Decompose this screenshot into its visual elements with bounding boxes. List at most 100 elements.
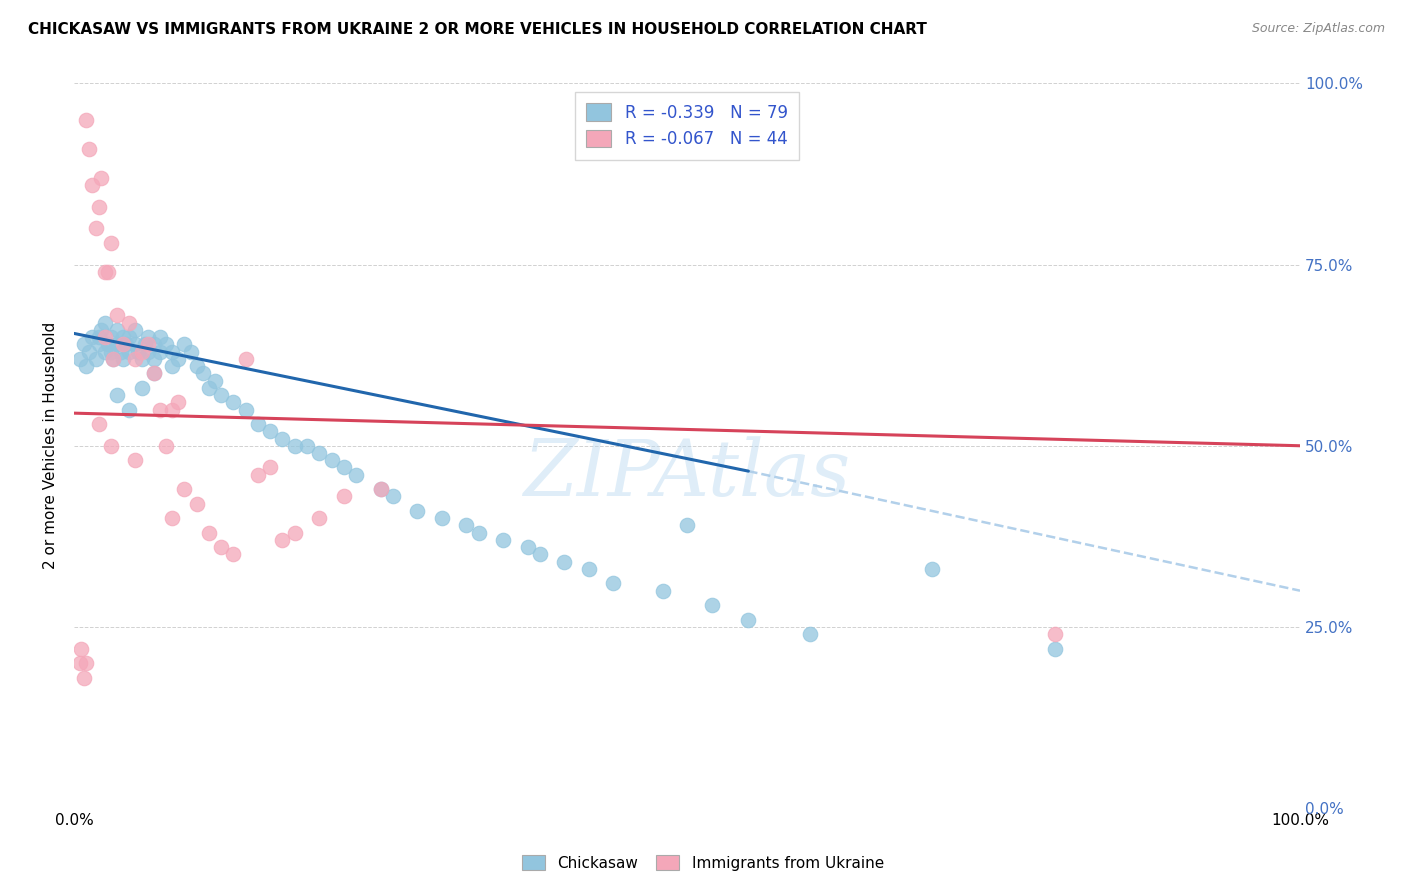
Point bbox=[118, 330, 141, 344]
Point bbox=[160, 402, 183, 417]
Point bbox=[100, 344, 122, 359]
Point bbox=[97, 265, 120, 279]
Point bbox=[370, 482, 392, 496]
Point bbox=[516, 540, 538, 554]
Point bbox=[370, 482, 392, 496]
Point bbox=[430, 511, 453, 525]
Point bbox=[246, 467, 269, 482]
Point bbox=[381, 490, 404, 504]
Point bbox=[142, 337, 165, 351]
Point bbox=[271, 432, 294, 446]
Text: CHICKASAW VS IMMIGRANTS FROM UKRAINE 2 OR MORE VEHICLES IN HOUSEHOLD CORRELATION: CHICKASAW VS IMMIGRANTS FROM UKRAINE 2 O… bbox=[28, 22, 927, 37]
Point bbox=[100, 330, 122, 344]
Point bbox=[198, 525, 221, 540]
Y-axis label: 2 or more Vehicles in Household: 2 or more Vehicles in Household bbox=[44, 322, 58, 569]
Point bbox=[134, 337, 156, 351]
Point bbox=[198, 381, 221, 395]
Point bbox=[235, 402, 257, 417]
Point bbox=[308, 446, 330, 460]
Point bbox=[87, 417, 110, 431]
Point bbox=[173, 482, 195, 496]
Point bbox=[105, 388, 128, 402]
Legend: R = -0.339   N = 79, R = -0.067   N = 44: R = -0.339 N = 79, R = -0.067 N = 44 bbox=[575, 92, 800, 160]
Point bbox=[100, 235, 122, 250]
Point bbox=[284, 525, 307, 540]
Point bbox=[222, 548, 245, 562]
Point bbox=[93, 344, 115, 359]
Point bbox=[1043, 641, 1066, 656]
Point bbox=[160, 511, 183, 525]
Point bbox=[127, 344, 149, 359]
Point bbox=[136, 337, 159, 351]
Point bbox=[235, 351, 257, 366]
Point bbox=[602, 576, 624, 591]
Point bbox=[246, 417, 269, 431]
Point bbox=[700, 598, 723, 612]
Point bbox=[553, 555, 575, 569]
Point bbox=[112, 351, 135, 366]
Point bbox=[131, 344, 153, 359]
Point bbox=[173, 337, 195, 351]
Point bbox=[155, 337, 177, 351]
Point bbox=[676, 518, 699, 533]
Text: ZIPAtlas: ZIPAtlas bbox=[523, 436, 851, 513]
Point bbox=[737, 613, 759, 627]
Point bbox=[93, 330, 115, 344]
Point bbox=[105, 323, 128, 337]
Point bbox=[82, 330, 104, 344]
Point bbox=[271, 533, 294, 547]
Point bbox=[136, 330, 159, 344]
Point bbox=[160, 344, 183, 359]
Point bbox=[69, 656, 91, 670]
Point bbox=[186, 359, 208, 373]
Point bbox=[467, 525, 489, 540]
Point bbox=[77, 142, 100, 156]
Point bbox=[105, 309, 128, 323]
Point bbox=[308, 511, 330, 525]
Point bbox=[124, 453, 146, 467]
Point bbox=[209, 540, 232, 554]
Point bbox=[651, 583, 673, 598]
Point bbox=[82, 178, 104, 192]
Point bbox=[578, 562, 600, 576]
Point bbox=[155, 439, 177, 453]
Point bbox=[70, 641, 93, 656]
Point bbox=[124, 351, 146, 366]
Point bbox=[75, 359, 97, 373]
Point bbox=[921, 562, 943, 576]
Point bbox=[77, 344, 100, 359]
Point bbox=[118, 402, 141, 417]
Point bbox=[529, 548, 551, 562]
Point bbox=[492, 533, 515, 547]
Point bbox=[90, 323, 112, 337]
Point bbox=[87, 330, 110, 344]
Point bbox=[112, 337, 135, 351]
Point bbox=[204, 374, 226, 388]
Point bbox=[209, 388, 232, 402]
Point bbox=[97, 337, 120, 351]
Point bbox=[142, 351, 165, 366]
Point bbox=[799, 627, 821, 641]
Point bbox=[284, 439, 307, 453]
Point bbox=[406, 504, 429, 518]
Point bbox=[333, 460, 356, 475]
Point bbox=[222, 395, 245, 409]
Point bbox=[84, 351, 107, 366]
Point bbox=[124, 337, 146, 351]
Point bbox=[73, 337, 96, 351]
Point bbox=[84, 221, 107, 235]
Point bbox=[87, 200, 110, 214]
Point bbox=[110, 344, 132, 359]
Point bbox=[90, 170, 112, 185]
Point bbox=[75, 656, 97, 670]
Point bbox=[118, 344, 141, 359]
Point bbox=[131, 381, 153, 395]
Point bbox=[103, 351, 125, 366]
Point bbox=[118, 316, 141, 330]
Point bbox=[105, 337, 128, 351]
Point bbox=[73, 671, 96, 685]
Point bbox=[259, 460, 281, 475]
Point bbox=[456, 518, 478, 533]
Legend: Chickasaw, Immigrants from Ukraine: Chickasaw, Immigrants from Ukraine bbox=[513, 846, 893, 880]
Point bbox=[149, 330, 172, 344]
